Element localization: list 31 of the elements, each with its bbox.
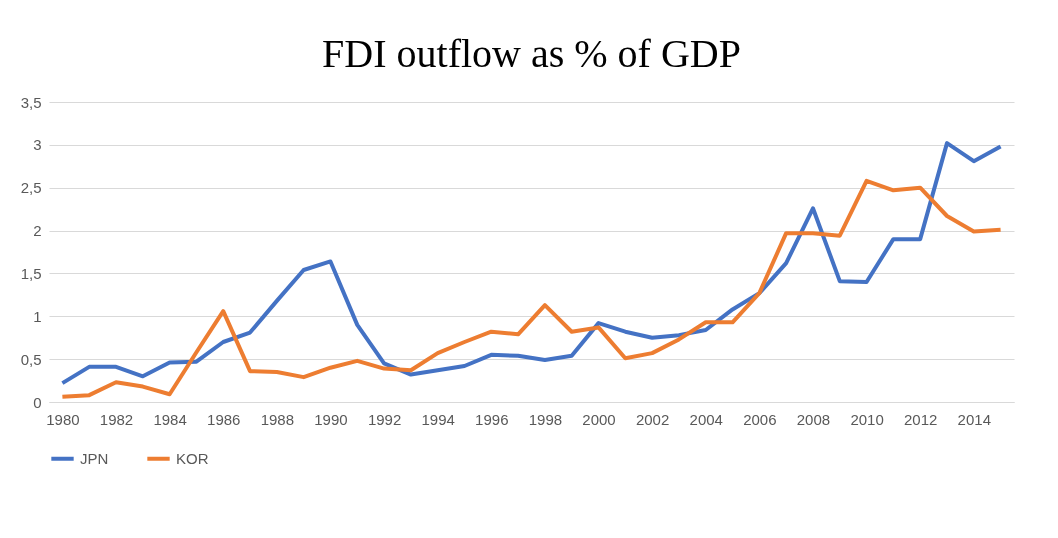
line-series: [60, 178, 1003, 399]
y-tick-label: 3: [33, 136, 42, 154]
x-tick-label: 1986: [207, 410, 241, 428]
y-tick-label: 0,5: [20, 350, 42, 368]
x-tick-label: 1982: [99, 410, 134, 428]
x-tick-label: 2002: [635, 410, 670, 428]
x-tick-label: 1980: [46, 410, 80, 428]
x-tick-label: 1994: [421, 410, 455, 428]
x-tick-label: 1988: [260, 410, 295, 428]
x-tick-label: 1990: [314, 410, 348, 428]
x-tick-label: 2014: [957, 410, 991, 428]
x-tick-label: 1984: [153, 410, 187, 428]
y-tick-label: 0: [33, 393, 42, 411]
chart-title: FDI outflow as % of GDP: [322, 31, 741, 76]
legend-label: KOR: [176, 449, 209, 467]
y-tick-label: 2,5: [20, 179, 42, 197]
x-tick-label: 1992: [367, 410, 402, 428]
y-tick-label: 1,5: [20, 264, 42, 282]
x-tick-label: 1996: [475, 410, 509, 428]
y-tick-label: 1: [33, 307, 42, 325]
y-tick-label: 3,5: [20, 93, 42, 111]
x-tick-label: 2008: [796, 410, 831, 428]
x-tick-label: 2004: [689, 410, 723, 428]
y-tick-label: 2: [33, 222, 42, 240]
legend-label: JPN: [80, 449, 109, 467]
x-tick-label: 1998: [528, 410, 563, 428]
x-tick-label: 2010: [850, 410, 884, 428]
line-series: [60, 141, 1003, 386]
x-tick-label: 2012: [903, 410, 938, 428]
x-tick-label: 2000: [582, 410, 616, 428]
x-tick-label: 2006: [743, 410, 777, 428]
